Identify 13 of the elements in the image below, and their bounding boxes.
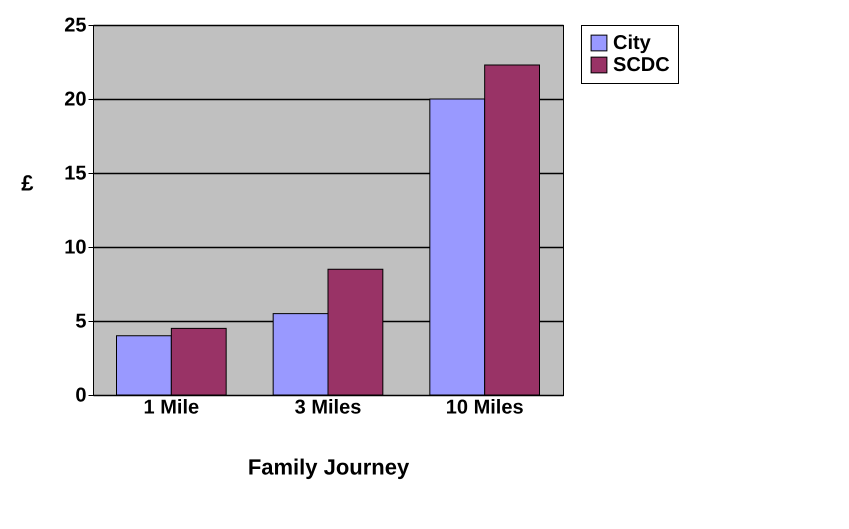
legend-label: City bbox=[613, 32, 652, 54]
x-tick-label: 3 Miles bbox=[294, 396, 362, 418]
y-tick-label: 5 bbox=[75, 310, 86, 332]
legend-label: SCDC bbox=[613, 54, 670, 76]
y-tick-label: 15 bbox=[64, 162, 86, 184]
x-tick-label: 10 Miles bbox=[446, 396, 524, 418]
y-tick-label: 20 bbox=[64, 88, 86, 110]
x-axis-title: Family Journey bbox=[248, 454, 410, 480]
x-tick-label: 1 Mile bbox=[144, 396, 200, 418]
y-tick-label: 10 bbox=[64, 236, 86, 258]
y-axis-title: £ bbox=[21, 170, 34, 196]
y-tick-label: 0 bbox=[75, 384, 86, 406]
y-tick-label: 25 bbox=[64, 14, 86, 36]
